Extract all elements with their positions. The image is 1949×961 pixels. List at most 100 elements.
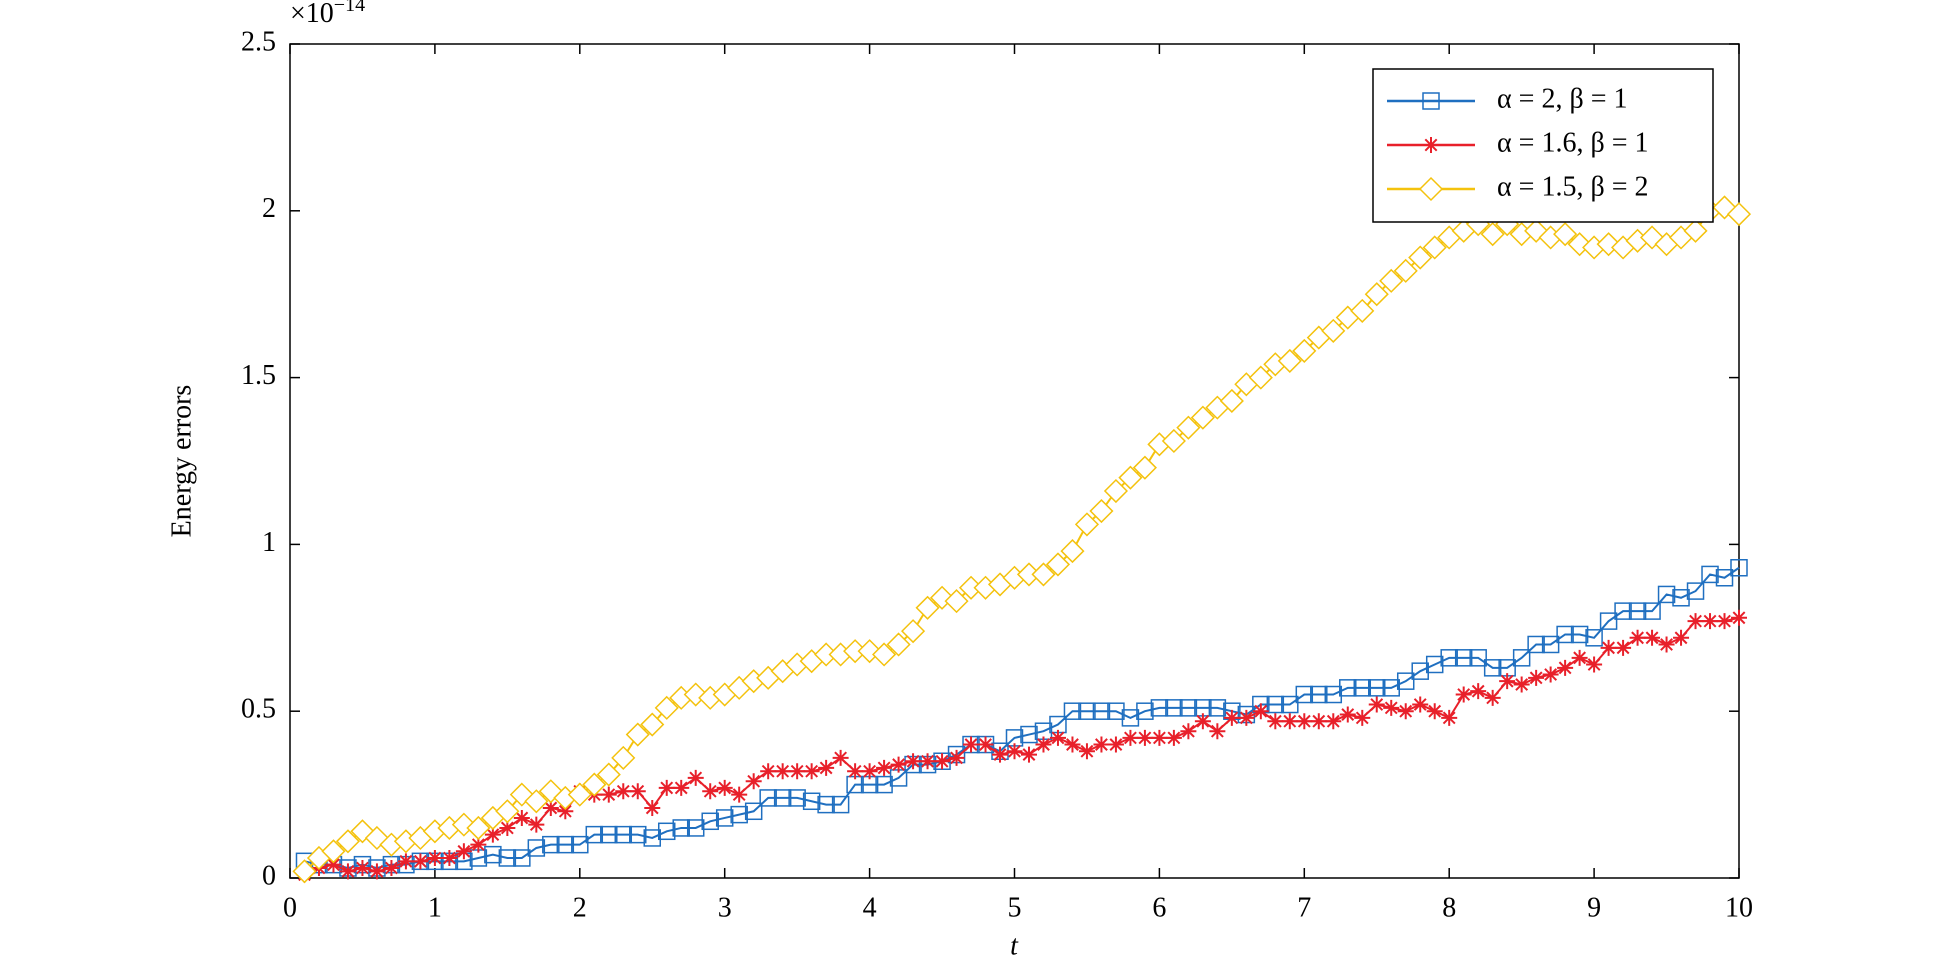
marker [629,825,647,844]
marker [1150,699,1169,717]
marker [934,753,951,770]
y-tick-label: 1.5 [241,360,276,391]
marker [1512,649,1531,667]
marker [1657,585,1676,604]
marker [875,775,893,794]
marker [1132,455,1157,480]
marker [1440,649,1458,667]
marker [1643,602,1661,620]
marker [1136,702,1154,720]
marker [788,789,806,807]
marker [1238,709,1255,726]
marker [1092,702,1111,720]
marker [687,769,704,786]
marker [919,753,936,770]
marker [484,845,502,864]
marker [1165,729,1182,746]
marker [292,859,317,884]
marker [1542,666,1559,683]
marker [1701,565,1719,584]
marker [1292,338,1317,363]
marker [1644,629,1661,646]
marker [1089,498,1114,524]
marker [686,819,705,837]
marker [1615,639,1632,656]
marker [1190,405,1215,430]
marker [1454,649,1473,667]
multiplier-exponent: −14 [334,0,365,16]
marker [582,772,607,797]
marker [335,829,361,854]
x-tick-label: 6 [1152,892,1166,923]
marker [611,745,636,770]
marker [600,786,617,803]
marker [1093,736,1110,753]
marker [1339,706,1356,723]
x-tick-label: 4 [863,892,877,923]
marker [1277,348,1302,373]
marker [397,853,414,870]
marker [1180,723,1197,740]
x-tick-label: 0 [283,892,297,923]
marker [1716,613,1733,630]
marker [528,816,545,833]
x-tick-label: 7 [1297,892,1311,923]
marker [321,839,346,864]
marker [1408,245,1433,270]
marker [1151,729,1168,746]
marker [571,835,589,854]
marker [1397,703,1414,720]
marker [1223,709,1240,726]
marker [1045,552,1071,577]
marker [886,632,911,657]
marker [658,779,675,796]
marker [759,789,777,807]
marker [817,795,835,814]
marker [513,849,531,867]
marker [1248,365,1273,390]
marker [1571,649,1588,666]
marker [901,619,926,644]
y-axis-label: Energy errors [166,385,197,538]
marker [702,783,719,800]
marker [1063,702,1082,720]
marker [354,859,371,876]
marker [890,756,907,773]
marker [1136,729,1153,746]
marker [1353,679,1372,697]
marker [701,812,719,831]
marker [1382,679,1400,697]
marker [1426,703,1443,720]
marker [1368,679,1386,697]
marker [872,642,897,667]
marker [861,763,878,780]
marker [524,789,549,814]
marker [818,759,835,776]
marker [614,825,633,844]
marker [1208,699,1227,717]
marker [1731,609,1747,626]
series-line [303,206,1740,873]
marker [847,763,864,780]
marker [1035,736,1052,753]
marker [484,826,501,843]
marker [1658,636,1675,653]
marker [773,789,792,807]
marker [542,835,560,854]
legend-marker [1422,92,1440,110]
y-tick-label: 0 [262,860,276,891]
marker [1441,709,1458,726]
marker [1411,662,1429,680]
marker [1064,736,1081,753]
marker [339,863,356,880]
marker [731,786,748,803]
marker [640,712,665,737]
marker [1396,672,1415,690]
marker [1161,428,1186,454]
marker [1118,465,1143,490]
marker [1715,569,1734,587]
marker [643,829,661,847]
marker [1295,685,1314,704]
marker [625,722,650,747]
marker [944,589,969,614]
